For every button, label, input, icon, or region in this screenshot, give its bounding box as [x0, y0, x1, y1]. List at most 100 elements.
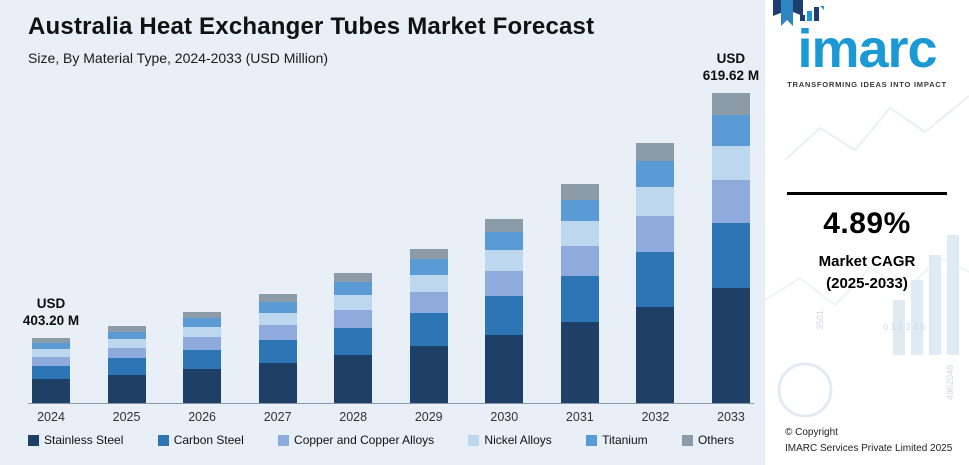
- watermark-number: 3501: [815, 310, 825, 330]
- bar-segment-titanium-2027: [258, 301, 297, 313]
- bar-segment-stainless-steel-2028: [334, 355, 373, 403]
- x-axis-label-2033: 2033: [717, 410, 745, 424]
- copyright: © Copyright IMARC Services Private Limit…: [785, 425, 952, 456]
- legend-item-copper-and-copper-alloys: Copper and Copper Alloys: [278, 433, 434, 447]
- bar-segment-stainless-steel-2025: [107, 374, 146, 403]
- watermark-number: 0 1 2 3 4 5: [883, 322, 926, 332]
- bar-segment-others-2032: [636, 142, 675, 161]
- bar-value-label-2024: USD 403.20 M: [22, 295, 80, 329]
- bar-segment-copper-and-copper-alloys-2028: [334, 309, 373, 328]
- bar-segment-others-2031: [560, 184, 599, 200]
- page-title: Australia Heat Exchanger Tubes Market Fo…: [28, 13, 595, 40]
- chart-subtitle: Size, By Material Type, 2024-2033 (USD M…: [28, 50, 329, 66]
- legend-swatch-stainless-steel: [28, 434, 39, 446]
- bar-2025: [107, 326, 146, 403]
- chart-legend: Stainless Steel Carbon Steel Copper and Co…: [28, 433, 734, 447]
- cagr-block: 4.89% Market CAGR (2025-2033): [787, 192, 947, 295]
- bar-segment-others-2033: [711, 93, 750, 115]
- corner-ribbon-icon: [773, 0, 803, 26]
- bar-segment-stainless-steel-2026: [183, 369, 222, 403]
- bar-segment-copper-and-copper-alloys-2031: [560, 245, 599, 277]
- x-axis-label-2031: 2031: [565, 410, 594, 424]
- bar-segment-copper-and-copper-alloys-2024: [32, 356, 70, 366]
- legend-label-stainless-steel: Stainless Steel: [44, 433, 124, 447]
- bar-segment-nickel-alloys-2030: [485, 250, 524, 271]
- bar-column-2031: 2031: [560, 73, 599, 424]
- cagr-label-line1: Market CAGR: [818, 253, 916, 270]
- bar-segment-nickel-alloys-2029: [409, 274, 448, 292]
- bar-segment-others-2029: [409, 248, 448, 260]
- bar-segment-stainless-steel-2027: [258, 362, 297, 403]
- bar-segment-copper-and-copper-alloys-2025: [107, 347, 146, 359]
- bar-segment-carbon-steel-2030: [485, 296, 524, 335]
- bar-segment-nickel-alloys-2032: [636, 186, 675, 216]
- watermark-number: 4962048: [945, 365, 955, 400]
- legend-item-nickel-alloys: Nickel Alloys: [468, 433, 552, 447]
- brand-panel: 4962048 3501 0 1 2 3 4 5 imarc TRANSFORM…: [765, 0, 969, 465]
- legend-swatch-carbon-steel: [157, 434, 169, 446]
- legend-label-others: Others: [697, 433, 734, 447]
- bar-segment-others-2028: [334, 273, 373, 283]
- bar-2028: [334, 273, 373, 403]
- legend-label-carbon-steel: Carbon Steel: [173, 433, 244, 447]
- bar-segment-titanium-2024: [32, 342, 70, 350]
- cagr-value: 4.89%: [823, 207, 911, 240]
- x-axis-label-2032: 2032: [641, 410, 670, 424]
- legend-item-carbon-steel: Carbon Steel: [157, 433, 244, 447]
- bar-segment-carbon-steel-2033: [711, 223, 750, 289]
- bar-segment-nickel-alloys-2026: [183, 327, 222, 338]
- bar-segment-carbon-steel-2027: [258, 339, 297, 363]
- bar-segment-nickel-alloys-2028: [334, 295, 373, 310]
- bar-segment-stainless-steel-2029: [409, 345, 448, 403]
- bar-segment-titanium-2029: [409, 259, 448, 275]
- bar-segment-titanium-2032: [636, 160, 675, 187]
- bar-segment-titanium-2033: [711, 114, 750, 146]
- bar-column-2033: USD 619.62 M 2033: [703, 51, 759, 424]
- bar-segment-others-2030: [485, 219, 524, 233]
- bar-segment-titanium-2025: [107, 331, 146, 340]
- legend-item-stainless-steel: Stainless Steel: [28, 433, 123, 447]
- stacked-bar-chart: USD 403.20 M 2024 2025 2026 2027 2028 2029 2030 2…: [23, 51, 759, 424]
- cagr-label: Market CAGR (2025-2033): [787, 251, 947, 295]
- cagr-label-line2: (2025-2033): [826, 274, 908, 292]
- bar-2027: [258, 294, 297, 403]
- bar-value-label-2033: USD 619.62 M: [702, 50, 760, 84]
- bar-column-2030: 2030: [485, 73, 524, 424]
- x-axis-label-2026: 2026: [188, 410, 216, 424]
- bar-chart-icon: [800, 6, 825, 21]
- legend-swatch-others: [681, 434, 693, 446]
- copyright-line2: IMARC Services Private Limited 2025: [785, 442, 953, 454]
- bar-column-2024: USD 403.20 M 2024: [23, 73, 79, 424]
- logo-wordmark: imarc: [797, 19, 937, 79]
- bar-2024: [32, 338, 70, 403]
- bar-segment-nickel-alloys-2031: [560, 221, 599, 246]
- legend-item-others: Others: [681, 433, 734, 447]
- bar-segment-copper-and-copper-alloys-2027: [258, 324, 297, 340]
- x-axis-label-2024: 2024: [37, 410, 65, 424]
- legend-swatch-copper-and-copper-alloys: [278, 434, 290, 446]
- bar-segment-copper-and-copper-alloys-2030: [485, 270, 524, 297]
- bar-segment-carbon-steel-2028: [334, 327, 373, 356]
- bar-segment-nickel-alloys-2027: [258, 312, 297, 325]
- legend-label-titanium: Titanium: [602, 433, 648, 447]
- bar-column-2026: 2026: [183, 73, 222, 424]
- bar-segment-nickel-alloys-2024: [32, 349, 70, 357]
- bar-segment-carbon-steel-2024: [32, 365, 70, 380]
- bar-segment-carbon-steel-2032: [636, 251, 675, 307]
- imarc-logo: imarc TRANSFORMING IDEAS INTO IMPACT: [765, 6, 969, 89]
- legend-label-nickel-alloys: Nickel Alloys: [484, 433, 552, 447]
- x-axis-label-2027: 2027: [263, 410, 292, 424]
- bar-segment-copper-and-copper-alloys-2032: [636, 215, 675, 252]
- copyright-line1: © Copyright: [785, 427, 838, 438]
- bar-segment-nickel-alloys-2025: [107, 339, 146, 348]
- bar-segment-copper-and-copper-alloys-2029: [409, 291, 448, 314]
- bar-2033: [711, 93, 750, 403]
- bar-segment-stainless-steel-2033: [711, 288, 750, 403]
- legend-label-copper-and-copper-alloys: Copper and Copper Alloys: [294, 433, 435, 447]
- legend-swatch-nickel-alloys: [468, 434, 480, 446]
- bar-segment-carbon-steel-2026: [183, 349, 222, 370]
- bar-2026: [183, 311, 222, 403]
- bar-segment-others-2024: [32, 338, 70, 343]
- bar-segment-stainless-steel-2032: [636, 306, 675, 403]
- bar-2032: [636, 142, 675, 403]
